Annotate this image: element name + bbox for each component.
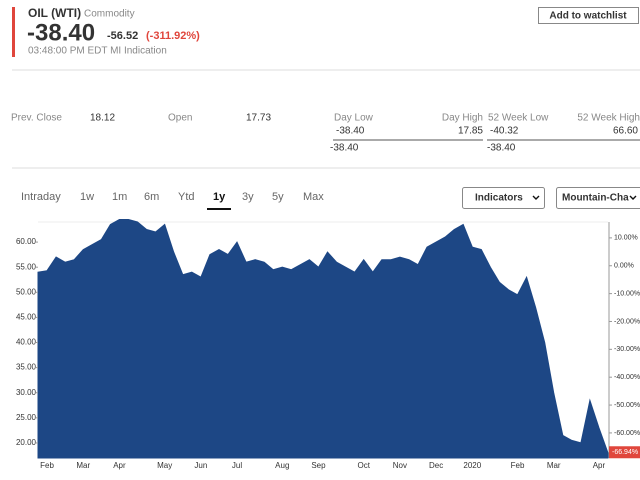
x-tick-label: Jul	[232, 461, 242, 470]
range-bar	[333, 139, 483, 141]
x-tick-label: Oct	[357, 461, 370, 470]
y2-tick-label: -30.00%	[614, 346, 640, 353]
x-tick-label: Feb	[511, 461, 525, 470]
range-tab[interactable]: Max	[303, 191, 324, 203]
x-tick-label: Sep	[311, 461, 326, 470]
x-tick-label: Aug	[275, 461, 289, 470]
price: -38.40	[27, 19, 95, 46]
x-tick-label: Dec	[429, 461, 443, 470]
x-tick-label: May	[157, 461, 172, 470]
stat-label: Day Low	[334, 113, 374, 124]
range-tab[interactable]: 6m	[144, 191, 159, 203]
y2-tick-label: -20.00%	[614, 318, 640, 325]
stat-value: -38.40	[330, 143, 359, 154]
y2-tick-label: 0.00%	[614, 263, 634, 270]
y2-tick-label: -40.00%	[614, 374, 640, 381]
y-tick-label: 20.00	[16, 438, 37, 447]
range-tab[interactable]: Intraday	[21, 191, 61, 203]
x-tick-label: Nov	[393, 461, 407, 470]
stat-label: 52 Week Low	[488, 113, 549, 124]
indicators-dropdown[interactable]	[462, 187, 545, 209]
range-tabs: Intraday 1w 1m 6m Ytd 1y 3y 5y Max	[21, 191, 324, 210]
watchlist-label[interactable]: Add to watchlist	[549, 11, 627, 22]
range-tab[interactable]: 1y	[213, 191, 226, 203]
stat-label: Prev. Close	[11, 113, 62, 124]
y2-tick-label: -10.00%	[614, 290, 640, 297]
range-tab[interactable]: Ytd	[178, 191, 195, 203]
range-tab[interactable]: 1w	[80, 191, 94, 203]
stat-value: 66.60	[613, 126, 638, 137]
symbol: OIL (WTI)	[28, 6, 81, 20]
y-tick-label: 45.00	[16, 313, 37, 322]
y-tick-label: 40.00	[16, 338, 37, 347]
x-tick-label: Feb	[40, 461, 54, 470]
stat-value: -40.32	[490, 126, 519, 137]
timestamp: 03:48:00 PM EDT MI Indication	[28, 46, 167, 57]
current-badge-label: -66.94%	[612, 449, 638, 456]
stat-value: -38.40	[487, 143, 516, 154]
stat-value: 17.73	[246, 113, 271, 124]
y-tick-label: 25.00	[16, 413, 37, 422]
stat-label: Day High	[442, 113, 483, 124]
charttype-dropdown[interactable]	[556, 187, 640, 209]
change: -56.52	[107, 30, 138, 42]
chevron	[532, 195, 540, 200]
x-tick-label: Jun	[194, 461, 207, 470]
stat-value: 17.85	[458, 126, 483, 137]
dropdown-label[interactable]: Indicators	[475, 193, 523, 204]
y-tick-label: 35.00	[16, 363, 37, 372]
y-tick-label: 50.00	[16, 287, 37, 296]
stat-value: -38.40	[336, 126, 365, 137]
dropdown-label[interactable]: Mountain-Cha	[562, 193, 629, 204]
range-tab[interactable]: 3y	[242, 191, 254, 203]
chevron	[629, 195, 637, 200]
x-tick-label: Apr	[593, 461, 606, 470]
x-tick-label: 2020	[463, 461, 481, 470]
stat-value: 18.12	[90, 113, 115, 124]
y2-tick-label: -50.00%	[614, 402, 640, 409]
range-bar	[487, 139, 640, 141]
y-tick-label: 60.00	[16, 237, 37, 246]
y-tick-label: 30.00	[16, 388, 37, 397]
change-pct: (-311.92%)	[146, 30, 200, 42]
stat-label: Open	[168, 113, 192, 124]
area	[37, 219, 609, 459]
accent-bar	[12, 7, 15, 57]
range-tab[interactable]: 5y	[272, 191, 284, 203]
y-tick-label: 55.00	[16, 262, 37, 271]
x-tick-label: Mar	[76, 461, 90, 470]
x-tick-label: Mar	[547, 461, 561, 470]
range-tab[interactable]: 1m	[112, 191, 127, 203]
stat-label: 52 Week High	[577, 113, 640, 124]
price-chart: 20.00 25.00 30.00 35.00 40.00 45.00 50.00 55.00…	[16, 219, 640, 470]
x-tick-label: Apr	[113, 461, 126, 470]
watchlist-button[interactable]	[538, 7, 639, 24]
current-badge	[609, 446, 640, 459]
y2-tick-label: 10.00%	[614, 235, 638, 242]
tab-underline	[207, 208, 231, 210]
kind: Commodity	[84, 9, 135, 20]
y2-tick-label: -60.00%	[614, 430, 640, 437]
